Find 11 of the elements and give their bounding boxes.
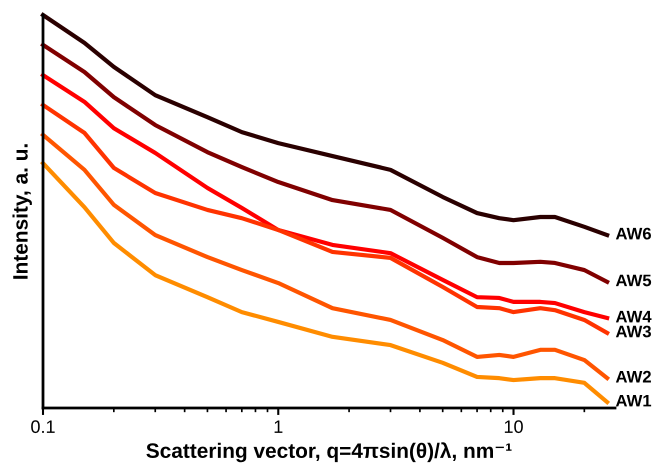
series-label: AW5 (616, 274, 652, 286)
x-tick-label: 1 (274, 420, 282, 433)
series-label: AW2 (616, 370, 651, 382)
x-tick-label: 0.1 (31, 420, 55, 434)
series-label: AW1 (616, 394, 652, 406)
y-axis-title: Intensity, a. u. (12, 144, 32, 279)
x-tick-label: 10 (504, 420, 523, 434)
x-axis-title: Scattering vector, q=4πsin(θ)/λ, nm⁻¹ (146, 442, 512, 462)
series-label: AW3 (616, 326, 651, 338)
series-label: AW6 (616, 228, 651, 240)
series-label: AW4 (616, 310, 652, 322)
